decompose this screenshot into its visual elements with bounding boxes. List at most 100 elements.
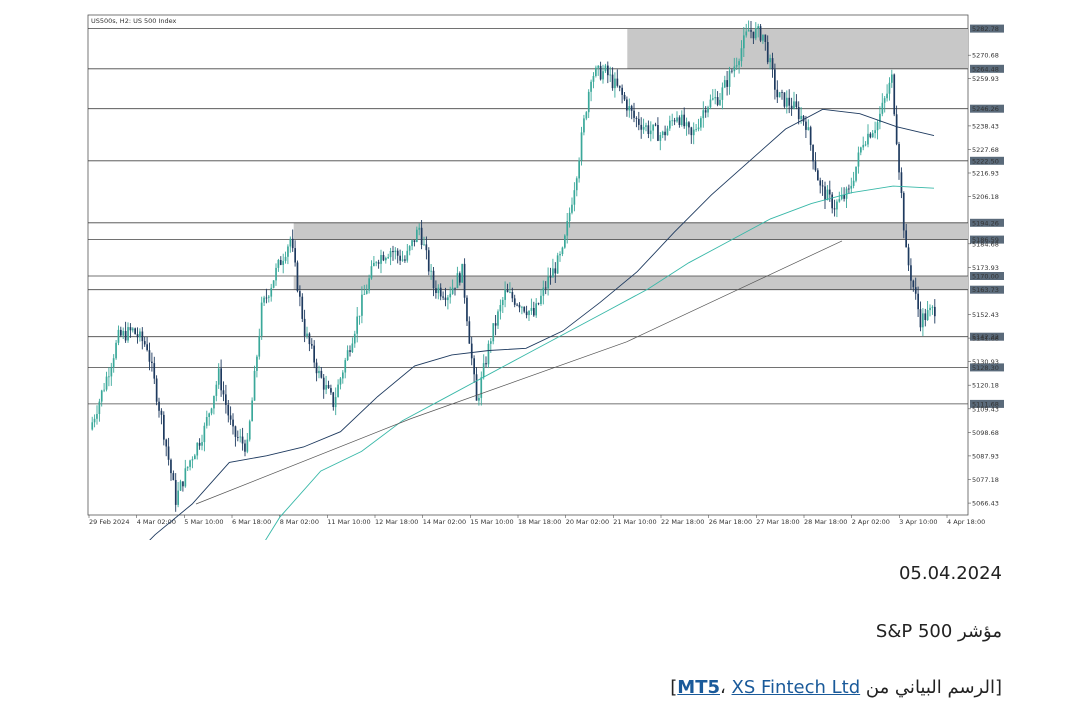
candle-body-158 bbox=[466, 297, 468, 322]
candle-body-318 bbox=[848, 188, 850, 190]
candle-body-83 bbox=[287, 246, 289, 257]
candle-body-93 bbox=[311, 344, 313, 346]
level-tag-1 bbox=[970, 24, 1004, 33]
candle-body-331 bbox=[879, 113, 881, 123]
candle-body-187 bbox=[535, 303, 537, 316]
candle-body-85 bbox=[291, 238, 294, 249]
candle-body-41 bbox=[186, 466, 189, 469]
candle-body-295 bbox=[793, 101, 795, 109]
candle-body-235 bbox=[649, 130, 652, 135]
candle-body-239 bbox=[659, 135, 662, 141]
candle-body-233 bbox=[645, 125, 647, 127]
candle-body-164 bbox=[480, 377, 483, 398]
y-tick-label-9: 5130.93 bbox=[972, 358, 999, 366]
candle-body-17 bbox=[129, 327, 132, 331]
candle-body-242 bbox=[666, 128, 669, 136]
candle-body-257 bbox=[702, 110, 705, 119]
caption-source-link[interactable]: XS Fintech Ltd bbox=[731, 677, 861, 698]
candle-body-104 bbox=[337, 384, 339, 398]
candle-body-186 bbox=[533, 308, 535, 316]
candle-body-154 bbox=[456, 273, 459, 289]
candle-body-285 bbox=[769, 58, 771, 63]
y-tick-label-10: 5120.18 bbox=[972, 382, 999, 390]
level-tag-4 bbox=[970, 156, 1004, 165]
candle-body-27 bbox=[153, 363, 156, 379]
candle-body-238 bbox=[657, 125, 659, 141]
candle-body-174 bbox=[504, 289, 506, 300]
candle-body-147 bbox=[439, 287, 442, 297]
candle-body-303 bbox=[812, 144, 814, 162]
candle-body-161 bbox=[473, 358, 475, 375]
candle-body-254 bbox=[695, 129, 697, 130]
candle-body-102 bbox=[332, 392, 335, 407]
x-tick-label-3: 5 Mar 10:00 bbox=[184, 518, 223, 526]
candle-body-320 bbox=[852, 180, 855, 186]
candle-body-198 bbox=[561, 247, 564, 254]
y-tick-label-8: 5152.43 bbox=[972, 311, 999, 319]
caption-source-mt5[interactable]: MT5 bbox=[677, 677, 720, 698]
candle-body-266 bbox=[723, 80, 726, 88]
candle-body-352 bbox=[929, 307, 931, 311]
price-chart: 5282.78 5264.48 5246.26 5222.50 5194.26 5186.… bbox=[87, 14, 1004, 540]
candle-body-275 bbox=[745, 31, 748, 36]
candle-body-169 bbox=[492, 323, 495, 342]
level-label-8: 5163.73 bbox=[972, 286, 999, 294]
candle-body-105 bbox=[339, 378, 342, 385]
candle-body-73 bbox=[263, 297, 265, 303]
candle-body-253 bbox=[692, 129, 695, 136]
candle-body-197 bbox=[559, 254, 561, 256]
candle-body-151 bbox=[449, 293, 452, 298]
candle-body-25 bbox=[148, 350, 151, 362]
candle-body-18 bbox=[131, 328, 134, 331]
candle-body-64 bbox=[241, 436, 244, 444]
candle-body-276 bbox=[747, 30, 750, 32]
candle-body-251 bbox=[688, 122, 690, 128]
candle-body-265 bbox=[721, 87, 724, 100]
candle-body-70 bbox=[256, 356, 258, 371]
level-tag-7 bbox=[970, 272, 1004, 280]
candle-body-50 bbox=[208, 413, 210, 417]
candle-body-284 bbox=[766, 42, 769, 63]
candle-body-342 bbox=[905, 230, 907, 248]
candle-body-286 bbox=[771, 58, 774, 70]
candle-body-231 bbox=[640, 124, 643, 130]
candle-body-74 bbox=[265, 297, 268, 299]
candle-body-109 bbox=[349, 350, 351, 352]
candle-body-305 bbox=[817, 170, 819, 181]
candle-body-67 bbox=[248, 421, 251, 440]
y-tick-label-11: 5098.68 bbox=[972, 429, 999, 437]
candle-body-243 bbox=[669, 120, 671, 129]
y-tick-label-15: 5184.68 bbox=[972, 240, 999, 248]
x-tick-label-4: 6 Mar 18:00 bbox=[232, 518, 271, 526]
candle-body-273 bbox=[740, 48, 743, 62]
candle-body-322 bbox=[857, 152, 860, 167]
candle-body-237 bbox=[654, 124, 657, 126]
plot-frame bbox=[87, 14, 969, 516]
candle-body-143 bbox=[430, 270, 432, 272]
x-tick-label-9: 15 Mar 10:00 bbox=[470, 518, 513, 526]
level-tag-11 bbox=[970, 399, 1004, 408]
candle-body-301 bbox=[807, 127, 810, 130]
candle-body-131 bbox=[401, 259, 404, 261]
candle-body-168 bbox=[490, 341, 492, 344]
candle-body-95 bbox=[315, 362, 318, 374]
candle-body-256 bbox=[700, 118, 702, 128]
candle-body-38 bbox=[179, 481, 182, 491]
candle-body-110 bbox=[351, 343, 354, 352]
y-tick-label-13: 5077.18 bbox=[972, 476, 999, 484]
candle-body-112 bbox=[356, 316, 358, 334]
level-label-10: 5128.30 bbox=[972, 364, 999, 372]
caption-date: 05.04.2024 bbox=[898, 563, 1002, 584]
candle-body-134 bbox=[408, 246, 411, 251]
candle-body-139 bbox=[420, 227, 423, 245]
candle-body-63 bbox=[239, 436, 242, 438]
candle-body-335 bbox=[888, 82, 891, 94]
candle-body-292 bbox=[786, 97, 788, 107]
candle-body-339 bbox=[898, 144, 900, 173]
candle-body-323 bbox=[860, 147, 862, 153]
candle-body-101 bbox=[330, 388, 332, 393]
candle-body-325 bbox=[864, 144, 867, 146]
candle-body-240 bbox=[661, 131, 664, 135]
candle-body-31 bbox=[163, 414, 165, 440]
candle-body-287 bbox=[774, 69, 776, 90]
